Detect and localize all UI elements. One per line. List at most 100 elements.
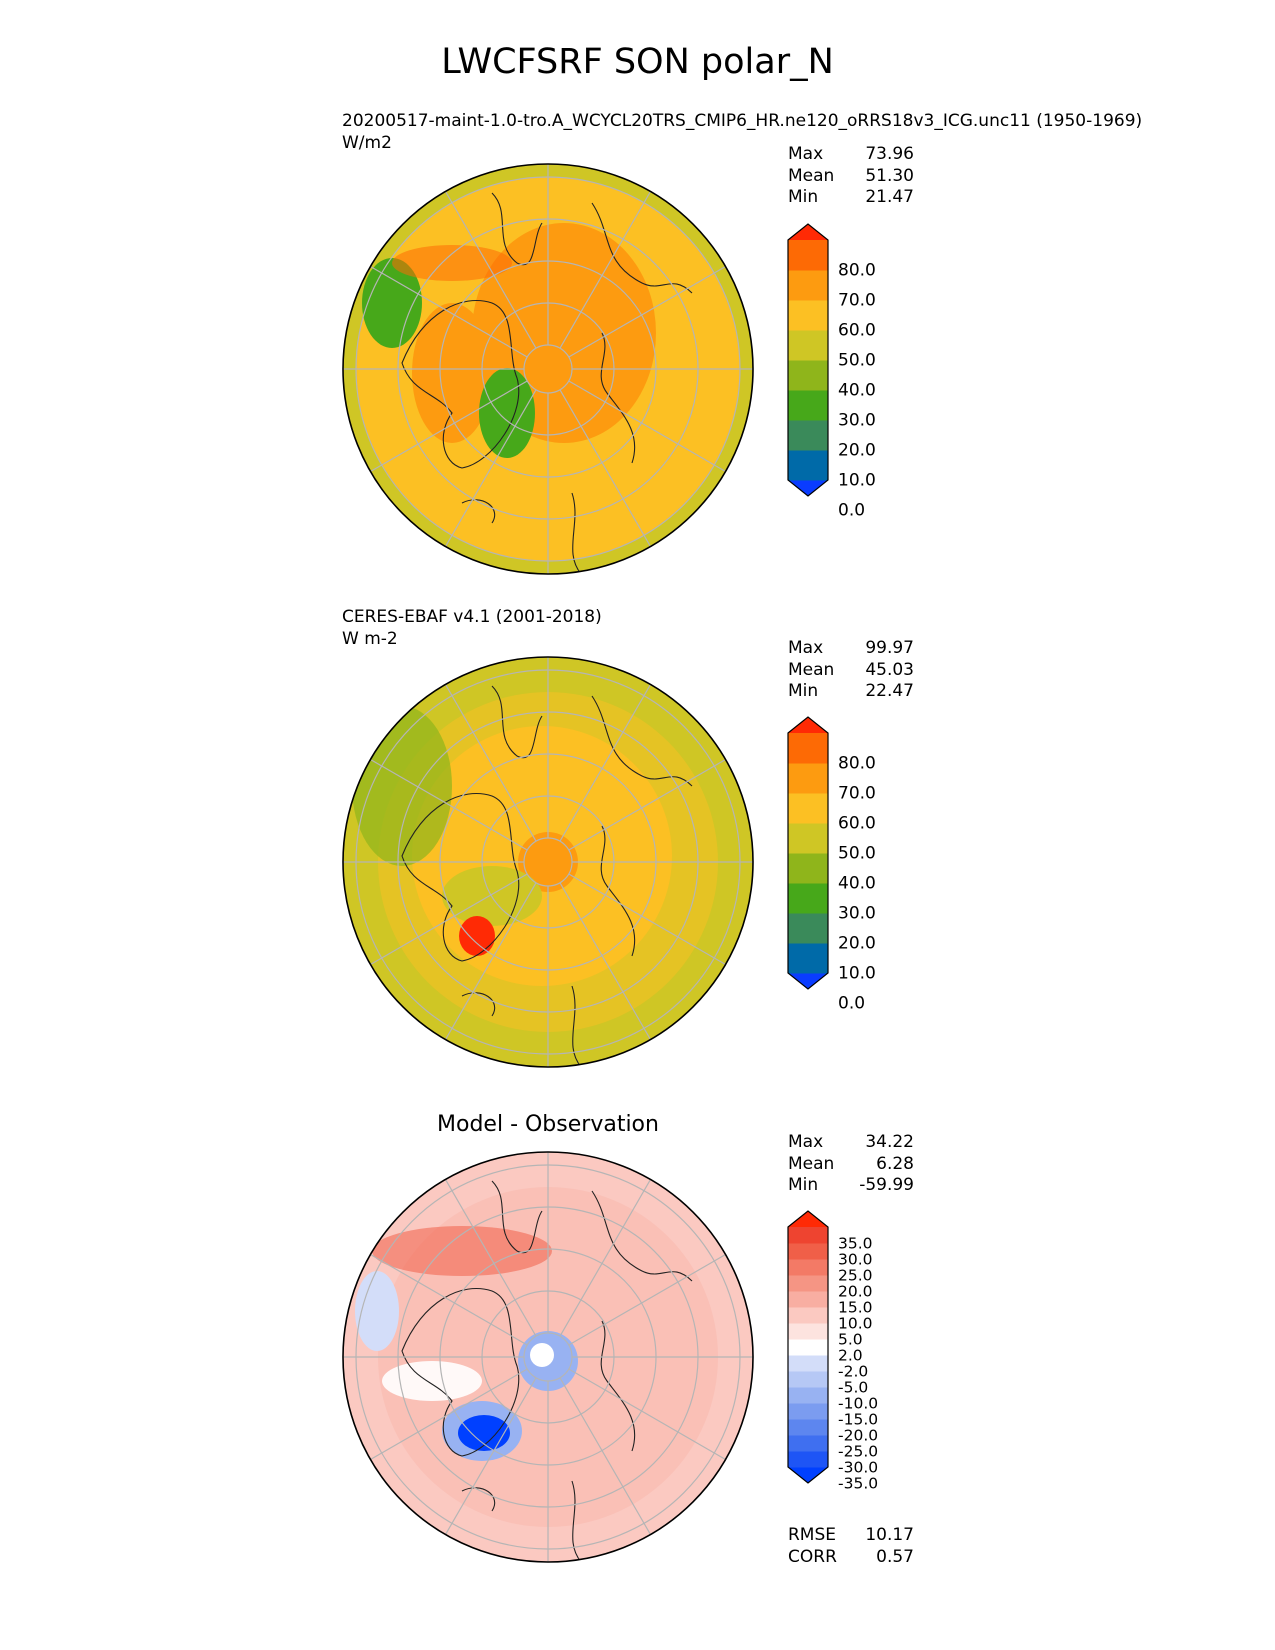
colorbar-tick-label: -2.0 <box>838 1363 868 1381</box>
colorbar-segment <box>788 943 828 974</box>
colorbar-segment <box>788 793 828 824</box>
panel-title-line: 20200517-maint-1.0-tro.A_WCYCL20TRS_CMIP… <box>342 111 1143 131</box>
colorbar-tick-label: 40.0 <box>838 874 876 894</box>
stat-min: Min -59.99 <box>788 1175 914 1195</box>
colorbar-extend-max <box>788 224 828 240</box>
colorbar-segment <box>788 330 828 361</box>
colorbar-segment <box>788 733 828 764</box>
colorbar-tick-label: 10.0 <box>838 471 876 491</box>
colorbar-segment <box>788 1339 828 1356</box>
colorbar-segment <box>788 450 828 481</box>
colorbar-segment <box>788 240 828 271</box>
graticule <box>343 657 753 1067</box>
colorbar-tick-label: 70.0 <box>838 784 876 804</box>
colorbar-tick-label: 60.0 <box>838 321 876 341</box>
colorbar-extend-min <box>788 480 828 496</box>
colorbar-segment <box>788 1259 828 1276</box>
colorbar-segment <box>788 1227 828 1244</box>
panel-title-model: 20200517-maint-1.0-tro.A_WCYCL20TRS_CMIP… <box>342 110 1142 154</box>
colorbar-segment <box>788 390 828 421</box>
colorbar-tick-label: 50.0 <box>838 844 876 864</box>
colorbar-tick-label: 10.0 <box>838 964 876 984</box>
colorbar-segment <box>788 420 828 451</box>
colorbar-outline <box>787 223 829 497</box>
stats-obs: Max 99.97 Mean 45.03 Min 22.47 <box>788 638 914 703</box>
colorbar-tick-label: 5.0 <box>838 1331 863 1349</box>
colorbar-segment <box>788 360 828 391</box>
colorbar-segment <box>788 1323 828 1340</box>
colorbar-tick-label: 60.0 <box>838 814 876 834</box>
colorbar-segment <box>788 913 828 944</box>
colorbar-tick-label: 40.0 <box>838 381 876 401</box>
graticule <box>343 164 753 574</box>
colorbar-extend-min <box>788 1467 828 1483</box>
colorbar-segment <box>788 1355 828 1372</box>
colorbar-outline <box>787 1210 829 1484</box>
polar-map-model <box>342 163 754 575</box>
colorbar-tick-label: 25.0 <box>838 1267 873 1285</box>
colorbar-segment <box>788 1307 828 1324</box>
stat-max: Max 73.96 <box>788 144 914 164</box>
coastlines <box>401 685 693 1067</box>
coastlines <box>401 1180 693 1562</box>
colorbar-tick-label: 70.0 <box>838 291 876 311</box>
stats-diff: Max 34.22 Mean 6.28 Min -59.99 <box>788 1132 914 1197</box>
map-boundary <box>342 656 754 1068</box>
stat-min: Min 21.47 <box>788 187 914 207</box>
stat-mean: Mean 6.28 <box>788 1153 914 1174</box>
colorbar-outline <box>787 716 829 990</box>
colorbar-extend-min <box>788 973 828 989</box>
stat-mean: Mean 45.03 <box>788 659 914 680</box>
colorbar-tick-label: -35.0 <box>838 1475 878 1493</box>
polar-map-diff <box>342 1151 754 1563</box>
colorbar-segment <box>788 823 828 854</box>
polar-map-obs <box>342 656 754 1068</box>
panel-units-line: W/m2 <box>342 133 392 153</box>
colorbar-tick-label: -20.0 <box>838 1427 878 1445</box>
colorbar-tick-label: 10.0 <box>838 1315 873 1333</box>
colorbar-segment <box>788 853 828 884</box>
stat-max: Max 99.97 <box>788 638 914 658</box>
colorbar-tick-label: -25.0 <box>838 1443 878 1461</box>
colorbar-segment <box>788 1435 828 1452</box>
colorbar-segment <box>788 1275 828 1292</box>
colorbar-tick-label: 80.0 <box>838 261 876 281</box>
colorbar-segment <box>788 1371 828 1388</box>
colorbar-segment <box>788 1387 828 1404</box>
colorbar-segment <box>788 1451 828 1468</box>
colorbar-model: 80.0 70.0 60.0 50.0 40.0 30.0 20.0 10.0 0.0 <box>787 223 876 521</box>
metric-corr: CORR 0.57 <box>788 1546 914 1567</box>
metrics-diff: RMSE 10.17 CORR 0.57 <box>788 1525 914 1568</box>
graticule <box>343 1152 753 1562</box>
metric-rmse: RMSE 10.17 <box>788 1525 914 1545</box>
panel-title-diff: Model - Observation <box>437 1112 659 1137</box>
colorbar-diff: 35.030.025.020.015.010.05.02.0-2.0-5.0-1… <box>787 1210 878 1493</box>
colorbar-tick-label: -15.0 <box>838 1411 878 1429</box>
colorbar-segment <box>788 1419 828 1436</box>
colorbar-segment <box>788 1291 828 1308</box>
colorbar-tick-label: -30.0 <box>838 1459 878 1477</box>
colorbar-tick-label: 30.0 <box>838 904 876 924</box>
colorbar-tick-label: 30.0 <box>838 1251 873 1269</box>
colorbar-tick-label: -10.0 <box>838 1395 878 1413</box>
colorbar-segment <box>788 1243 828 1260</box>
stat-min: Min 22.47 <box>788 681 914 701</box>
colorbar-segment <box>788 270 828 301</box>
coastlines <box>401 192 693 574</box>
panel-units-line: W m-2 <box>342 629 398 649</box>
colorbar-segment <box>788 763 828 794</box>
panel-title-line: CERES-EBAF v4.1 (2001-2018) <box>342 607 602 627</box>
colorbar-segment <box>788 1403 828 1420</box>
colorbar-obs: 80.0 70.0 60.0 50.0 40.0 30.0 20.0 10.0 0.0 <box>787 716 876 1014</box>
map-boundary <box>342 163 754 575</box>
colorbar-tick-label: 35.0 <box>838 1235 873 1253</box>
colorbar-tick-label: 50.0 <box>838 351 876 371</box>
map-boundary <box>342 1151 754 1563</box>
colorbar-segment <box>788 883 828 914</box>
colorbar-tick-label: 15.0 <box>838 1299 873 1317</box>
colorbar-tick-label: 20.0 <box>838 934 876 954</box>
colorbar-tick-label: 20.0 <box>838 441 876 461</box>
stat-max: Max 34.22 <box>788 1132 914 1152</box>
figure-title: LWCFSRF SON polar_N <box>441 42 834 82</box>
stat-mean: Mean 51.30 <box>788 165 914 186</box>
